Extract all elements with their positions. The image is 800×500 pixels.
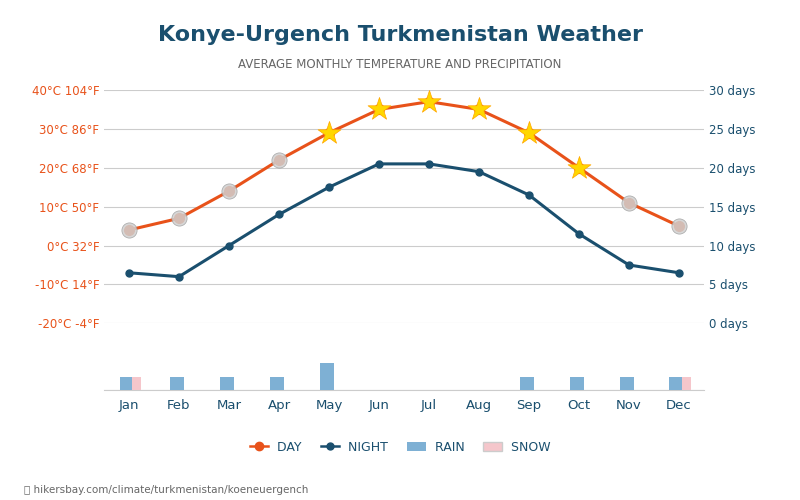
Bar	[119, 376, 134, 390]
Point	[522, 129, 535, 137]
Point	[422, 98, 435, 106]
Bar	[219, 376, 234, 390]
Point	[622, 199, 635, 207]
Point	[473, 106, 486, 114]
Bar	[519, 376, 534, 390]
Text: ⦾ hikersbay.com/climate/turkmenistan/koeneuergench: ⦾ hikersbay.com/climate/turkmenistan/koe…	[24, 485, 308, 495]
Bar	[570, 376, 583, 390]
Point	[122, 226, 135, 234]
Bar	[131, 376, 142, 390]
Point	[373, 106, 386, 114]
Bar	[270, 376, 283, 390]
Text: Konye-Urgench Turkmenistan Weather: Konye-Urgench Turkmenistan Weather	[158, 25, 642, 45]
Bar	[619, 376, 634, 390]
Point	[573, 164, 586, 172]
Bar	[319, 364, 334, 390]
Point	[222, 187, 235, 195]
Y-axis label: PRECIPITATION: PRECIPITATION	[797, 166, 800, 248]
Bar	[670, 376, 683, 390]
Legend:  DAY,  NIGHT,  RAIN,  SNOW: DAY, NIGHT, RAIN, SNOW	[245, 436, 555, 459]
Point	[322, 129, 335, 137]
Bar	[682, 376, 691, 390]
Text: AVERAGE MONTHLY TEMPERATURE AND PRECIPITATION: AVERAGE MONTHLY TEMPERATURE AND PRECIPIT…	[238, 58, 562, 71]
Point	[673, 222, 686, 230]
Point	[273, 156, 286, 164]
Bar	[170, 376, 183, 390]
Point	[173, 214, 186, 222]
